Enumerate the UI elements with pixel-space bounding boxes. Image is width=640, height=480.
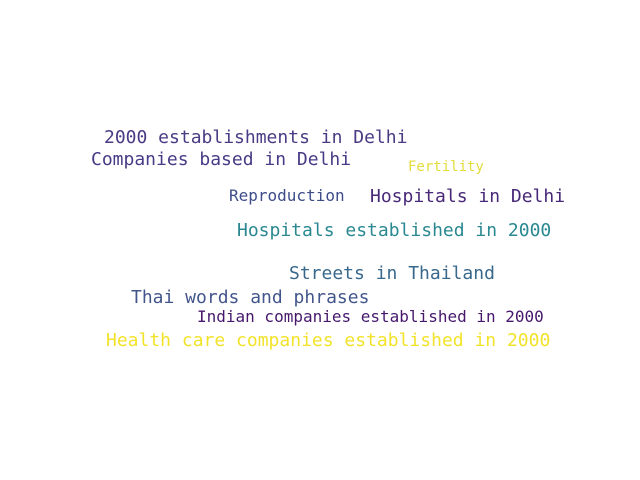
word-health-care-companies-established-in-2000: Health care companies established in 200… xyxy=(106,330,551,351)
word-streets-in-thailand: Streets in Thailand xyxy=(289,263,495,284)
word-companies-based-in-delhi: Companies based in Delhi xyxy=(91,149,352,170)
word-hospitals-in-delhi: Hospitals in Delhi xyxy=(370,186,566,207)
word-fertility: Fertility xyxy=(408,159,484,175)
word-2000-establishments-in-delhi: 2000 establishments in Delhi xyxy=(104,127,408,148)
word-reproduction: Reproduction xyxy=(229,186,345,205)
word-thai-words-and-phrases: Thai words and phrases xyxy=(131,287,370,308)
word-indian-companies-established-in-2000: Indian companies established in 2000 xyxy=(197,307,544,326)
word-hospitals-established-in-2000: Hospitals established in 2000 xyxy=(237,220,552,241)
